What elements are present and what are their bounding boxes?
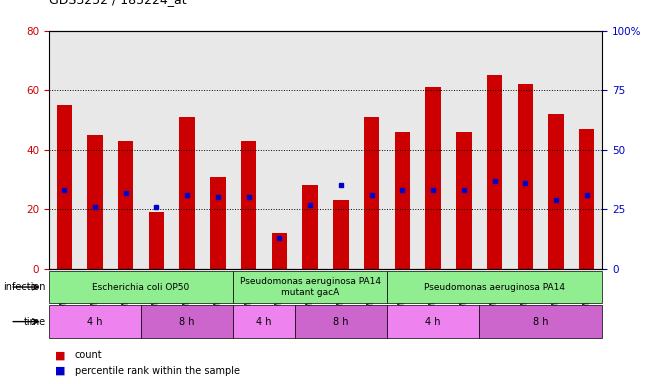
- Bar: [425, 87, 441, 269]
- Text: time: time: [23, 316, 46, 327]
- Text: ■: ■: [55, 350, 66, 360]
- Text: 8 h: 8 h: [533, 316, 548, 327]
- Bar: [364, 117, 380, 269]
- Bar: [118, 141, 133, 269]
- Text: 8 h: 8 h: [180, 316, 195, 327]
- Bar: [180, 117, 195, 269]
- Bar: [295, 305, 387, 338]
- Text: count: count: [75, 350, 102, 360]
- Text: 8 h: 8 h: [333, 316, 349, 327]
- Bar: [148, 212, 164, 269]
- Text: ■: ■: [55, 366, 66, 376]
- Bar: [395, 132, 410, 269]
- Bar: [579, 129, 594, 269]
- Bar: [548, 114, 564, 269]
- Bar: [479, 305, 602, 338]
- Text: GDS3252 / 185224_at: GDS3252 / 185224_at: [49, 0, 186, 6]
- Bar: [87, 135, 103, 269]
- Bar: [303, 185, 318, 269]
- Bar: [210, 177, 226, 269]
- Text: Escherichia coli OP50: Escherichia coli OP50: [92, 283, 189, 291]
- Text: Pseudomonas aeruginosa PA14: Pseudomonas aeruginosa PA14: [424, 283, 565, 291]
- Bar: [233, 305, 295, 338]
- Text: percentile rank within the sample: percentile rank within the sample: [75, 366, 240, 376]
- Text: 4 h: 4 h: [256, 316, 271, 327]
- Bar: [141, 305, 233, 338]
- Text: 4 h: 4 h: [425, 316, 441, 327]
- Text: Pseudomonas aeruginosa PA14
mutant gacA: Pseudomonas aeruginosa PA14 mutant gacA: [240, 277, 381, 297]
- Bar: [456, 132, 471, 269]
- Bar: [487, 75, 503, 269]
- Text: infection: infection: [3, 282, 46, 292]
- Bar: [49, 305, 141, 338]
- Bar: [233, 271, 387, 303]
- Bar: [518, 84, 533, 269]
- Bar: [387, 305, 479, 338]
- Bar: [241, 141, 256, 269]
- Bar: [57, 105, 72, 269]
- Bar: [333, 200, 348, 269]
- Text: 4 h: 4 h: [87, 316, 103, 327]
- Bar: [49, 271, 233, 303]
- Bar: [271, 233, 287, 269]
- Bar: [387, 271, 602, 303]
